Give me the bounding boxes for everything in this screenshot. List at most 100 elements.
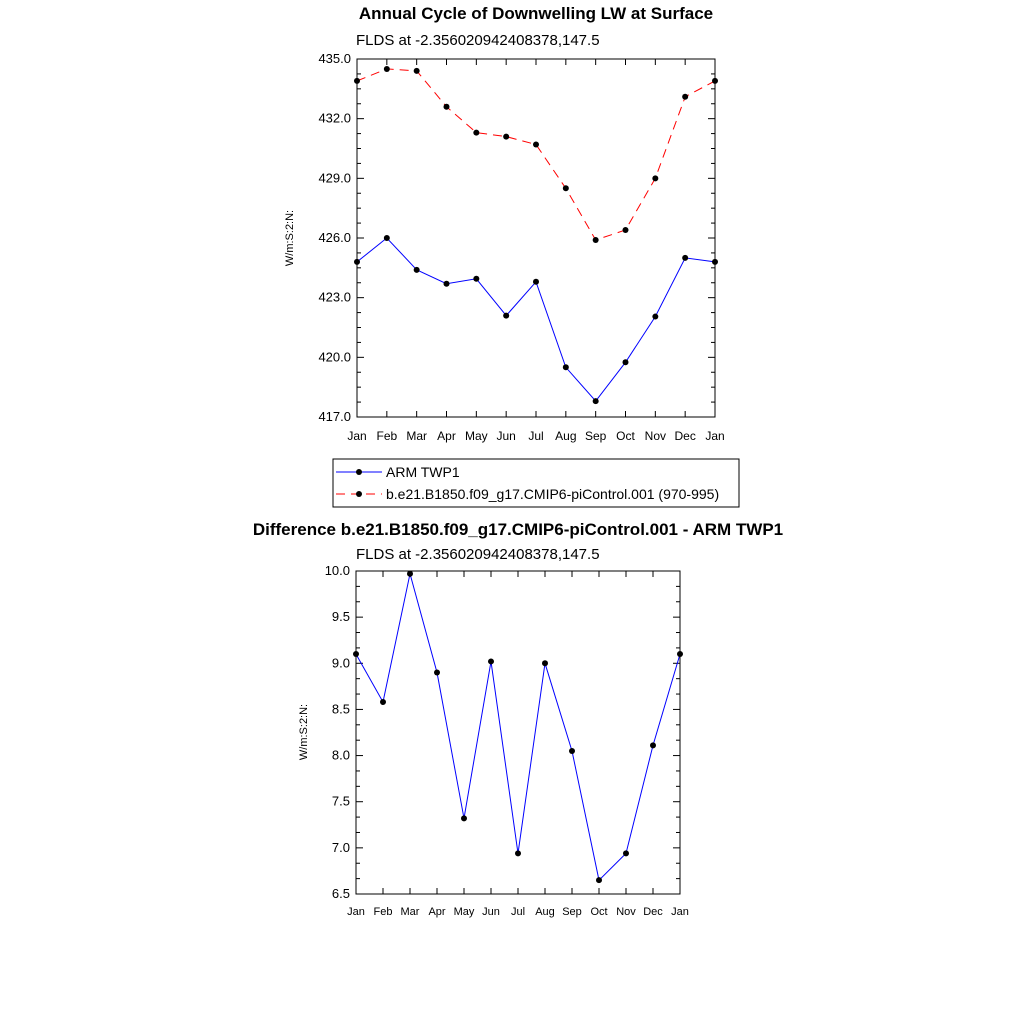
x-tick-label: Sep [585,429,607,443]
y-tick-label: 432.0 [318,111,351,126]
legend-marker-arm [356,469,362,475]
data-point [592,236,599,243]
data-point [712,258,718,265]
data-point [473,129,480,136]
x-tick-label: Jan [347,906,365,918]
data-point [622,359,629,366]
x-tick-label: Dec [643,906,663,918]
plot-frame [355,570,681,895]
y-tick-label: 420.0 [318,349,351,364]
data-point [682,254,689,261]
x-tick-label: Jan [671,906,689,918]
data-point [473,275,480,282]
data-point [712,77,718,84]
data-point [443,280,450,287]
y-tick-label: 435.0 [318,51,351,66]
x-tick-label: Dec [674,429,695,443]
x-tick-label: Mar [401,906,420,918]
x-tick-label: May [454,906,475,918]
x-tick-label: Mar [406,429,427,443]
y-tick-label: 426.0 [318,230,351,245]
y-tick-label: 8.5 [332,701,350,716]
difference-chart: Difference b.e21.B1850.f09_g17.CMIP6-piC… [253,520,783,918]
chart-title: Difference b.e21.B1850.f09_g17.CMIP6-piC… [253,520,783,539]
data-point [596,877,602,884]
y-tick-label: 7.5 [332,794,350,809]
y-tick-label: 6.5 [332,886,350,901]
data-point [413,67,420,74]
x-tick-label: May [465,429,488,443]
x-tick-label: Apr [428,906,445,918]
y-tick-label: 417.0 [318,409,351,424]
series-points [353,570,683,884]
x-tick-label: Jun [482,906,500,918]
data-point [677,651,683,658]
x-tick-label: Jan [347,429,366,443]
legend-label-arm: ARM TWP1 [386,464,460,480]
data-point [562,364,569,371]
y-tick-label: 9.5 [332,609,350,624]
y-axis-label: W/m:S:2:N: [284,210,296,266]
data-point [354,258,360,265]
x-tick-label: Aug [535,906,555,918]
data-point [592,398,599,405]
plot-frame [356,58,716,418]
data-point [515,850,521,857]
y-tick-label: 10.0 [325,563,350,578]
y-tick-label: 423.0 [318,290,351,305]
x-tick-label: Jul [511,906,525,918]
y-tick-label: 9.0 [332,655,350,670]
series-points [354,65,718,405]
data-point [542,660,548,667]
x-tick-label: Feb [374,906,393,918]
data-point [413,266,420,273]
x-tick-label: Jul [528,429,543,443]
legend: ARM TWP1 b.e21.B1850.f09_g17.CMIP6-piCon… [332,458,740,508]
axis-ticks: Jan Feb Mar Apr May Jun Jul Aug Sep Oct Nov Dec Jan 6… [325,563,689,918]
data-point [380,699,386,706]
y-tick-label: 7.0 [332,840,350,855]
legend-box [332,458,740,508]
data-point [407,570,413,577]
data-point [383,65,390,72]
data-point [652,313,659,320]
series-line-1 [356,68,716,241]
x-tick-label: Feb [376,429,397,443]
data-point [383,235,390,241]
data-point [569,747,575,754]
x-tick-label: Jan [705,429,724,443]
data-point [622,227,629,234]
data-point [533,278,539,285]
x-tick-label: Jun [496,429,515,443]
x-tick-label: Nov [616,906,636,918]
data-point [488,658,494,665]
series-lines [356,68,716,402]
legend-label-model: b.e21.B1850.f09_g17.CMIP6-piControl.001 … [386,486,719,502]
x-tick-label: Oct [616,429,635,443]
data-point [650,742,656,749]
data-point [652,175,659,182]
x-tick-label: Oct [590,906,607,918]
y-tick-label: 8.0 [332,748,350,763]
series-line-0 [355,573,681,882]
chart-subtitle: FLDS at -2.356020942408378,147.5 [356,32,600,49]
series-line-0 [356,237,716,402]
data-point [503,312,510,319]
data-point [682,93,689,100]
x-tick-label: Apr [437,429,456,443]
data-point [503,133,510,140]
series-lines [355,573,681,882]
annual-cycle-chart: Annual Cycle of Downwelling LW at Surfac… [284,4,725,443]
data-point [443,103,450,110]
data-point [434,669,440,676]
x-tick-label: Nov [645,429,666,443]
data-point [353,651,359,658]
data-point [623,850,629,857]
chart-title: Annual Cycle of Downwelling LW at Surfac… [359,4,713,23]
data-point [461,815,467,822]
x-tick-label: Sep [562,906,582,918]
axis-ticks: Jan Feb Mar Apr May Jun Jul Aug Sep Oct Nov Dec Jan 4… [318,51,724,443]
legend-marker-model [356,491,362,497]
chart-subtitle: FLDS at -2.356020942408378,147.5 [356,546,600,563]
